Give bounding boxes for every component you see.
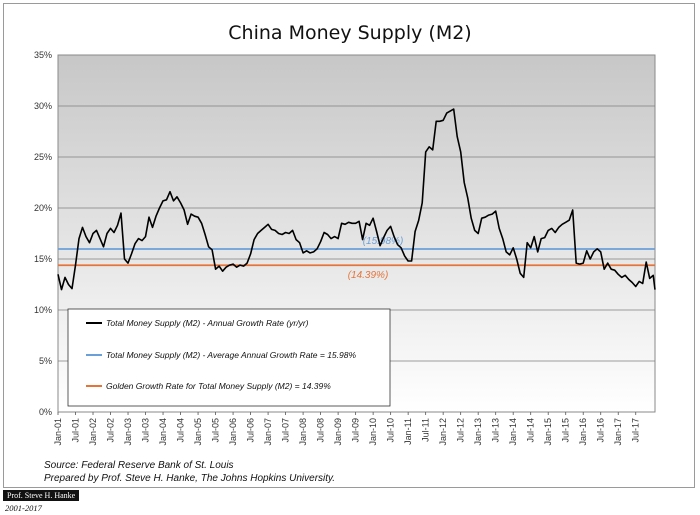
author-credit-badge: Prof. Steve H. Hanke: [3, 490, 80, 501]
x-tick-label: Jul-09: [351, 418, 361, 443]
reference-line-label: (15.98%): [363, 236, 404, 247]
x-tick-label: Jan-05: [193, 418, 203, 446]
legend-entry: Total Money Supply (M2) - Average Annual…: [106, 350, 356, 360]
x-tick-label: Jul-06: [246, 418, 256, 443]
y-tick-label: 5%: [39, 356, 52, 366]
x-tick-label: Jan-06: [228, 418, 238, 446]
date-range-label: 2001-2017: [5, 503, 42, 513]
chart-svg: China Money Supply (M2) 0% 5% 10% 15% 20% 25%…: [34, 22, 656, 446]
reference-line-label: (14.39%): [348, 270, 389, 281]
chart-title: China Money Supply (M2): [228, 22, 471, 44]
x-tick-label: Jul-16: [596, 418, 606, 443]
y-tick-label: 0%: [39, 407, 52, 417]
x-tick-label: Jul-17: [631, 418, 641, 443]
x-tick-label: Jan-13: [473, 418, 483, 446]
x-tick-label: Jan-03: [123, 418, 133, 446]
x-tick-label: Jul-07: [281, 418, 291, 443]
x-tick-label: Jul-01: [71, 418, 81, 443]
y-tick-label: 25%: [34, 152, 52, 162]
x-tick-label: Jan-04: [158, 418, 168, 446]
prepared-note: Prepared by Prof. Steve H. Hanke, The Jo…: [44, 473, 336, 484]
x-tick-label: Jan-09: [333, 418, 343, 446]
x-tick-label: Jul-04: [176, 418, 186, 443]
x-tick-label: Jan-12: [438, 418, 448, 446]
y-tick-label: 15%: [34, 254, 52, 264]
x-tick-label: Jul-13: [491, 418, 501, 443]
x-tick-label: Jan-02: [88, 418, 98, 446]
x-tick-label: Jul-11: [421, 418, 431, 442]
x-tick-label: Jan-07: [263, 418, 273, 446]
y-tick-label: 20%: [34, 203, 52, 213]
x-tick-label: Jul-12: [456, 418, 466, 443]
x-tick-label: Jul-15: [561, 418, 571, 443]
legend-entry: Total Money Supply (M2) - Annual Growth …: [106, 318, 309, 328]
x-tick-label: Jan-17: [613, 418, 623, 446]
y-tick-label: 10%: [34, 305, 52, 315]
source-note: Source: Federal Reserve Bank of St. Loui…: [44, 460, 234, 471]
x-tick-label: Jul-10: [386, 418, 396, 443]
x-tick-label: Jul-05: [211, 418, 221, 443]
x-tick-label: Jan-08: [298, 418, 308, 446]
x-tick-label: Jul-14: [526, 418, 536, 443]
x-tick-label: Jul-08: [316, 418, 326, 443]
legend-box: [67, 308, 391, 407]
x-tick-label: Jan-16: [578, 418, 588, 446]
series-line: [57, 108, 656, 291]
y-tick-label: 30%: [34, 101, 52, 111]
x-tick-label: Jan-10: [368, 418, 378, 446]
x-tick-label: Jul-02: [106, 418, 116, 443]
x-tick-label: Jan-01: [53, 418, 63, 446]
x-tick-label: Jan-11: [403, 418, 413, 445]
y-tick-label: 35%: [34, 50, 52, 60]
x-tick-label: Jul-03: [141, 418, 151, 443]
legend-entry: Golden Growth Rate for Total Money Suppl…: [106, 381, 331, 391]
x-tick-label: Jan-14: [508, 418, 518, 446]
x-tick-label: Jan-15: [543, 418, 553, 446]
